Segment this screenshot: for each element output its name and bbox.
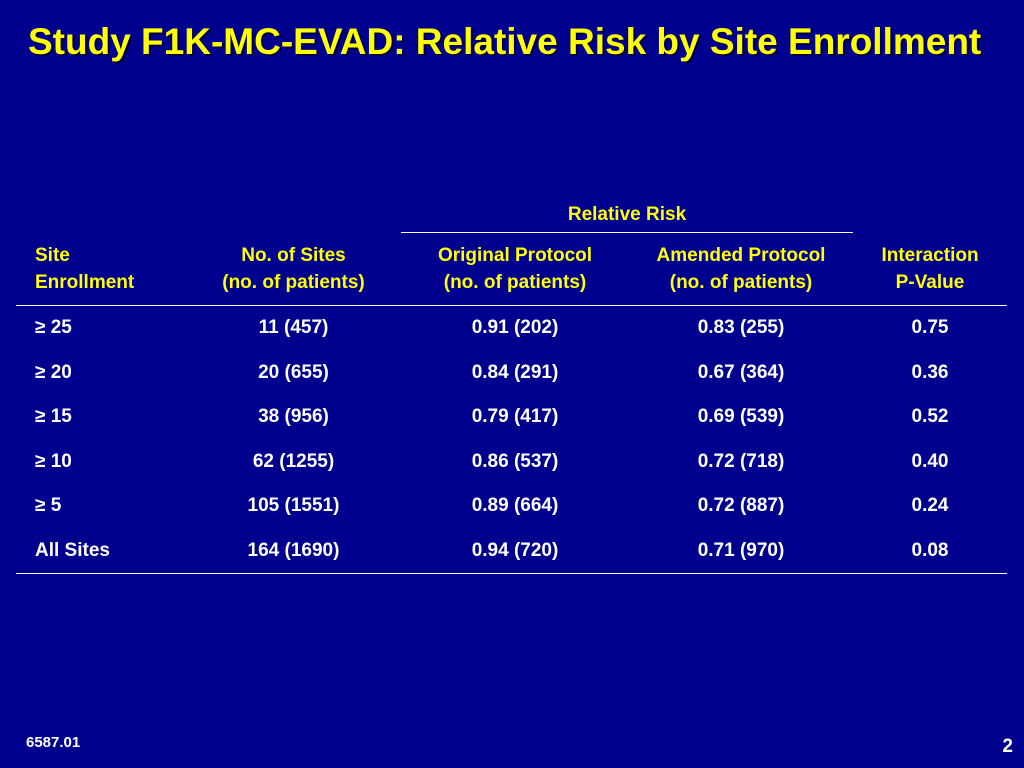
number-of-sites-cell: 105 (1551) [247,495,340,517]
relative-risk-table: Relative Risk Site Enrollment No. of Sit… [16,198,1007,574]
header-line: (no. of patients) [222,271,365,293]
header-line: Original Protocol [437,245,593,266]
original-protocol-cell: 0.91 (202) [471,317,559,339]
site-enrollment-cell: ≥ 20 [35,361,72,383]
header-line: (no. of patients) [669,272,813,293]
header-line: P-Value [895,271,965,293]
header-line: No. of Sites [241,244,346,266]
site-enrollment-cell: ≥ 5 [35,495,62,517]
table-row: ≥ 20 20 (655) 0.84 (291) 0.67 (364) 0.36 [16,351,1007,396]
number-of-sites-cell: 38 (956) [258,406,329,428]
empty-header-cell [186,198,401,233]
table-row: ≥ 25 11 (457) 0.91 (202) 0.83 (255) 0.75 [16,306,1007,351]
table-row: ≥ 5 105 (1551) 0.89 (664) 0.72 (887) 0.2… [16,484,1007,529]
amended-protocol-cell: 0.72 (887) [697,495,785,517]
original-protocol-cell: 0.79 (417) [471,406,559,428]
original-protocol-header: Original Protocol (no. of patients) [401,232,629,306]
interaction-p-value-header: Interaction P-Value [853,232,1007,306]
header-line: (no. of patients) [443,272,587,293]
amended-protocol-cell: 0.67 (364) [697,361,785,383]
empty-header-cell [16,198,186,233]
header-line: Site [35,244,70,266]
column-header-row: Site Enrollment No. of Sites (no. of pat… [16,232,1007,306]
interaction-p-value-cell: 0.36 [911,361,949,383]
group-header-row: Relative Risk [16,198,1007,233]
site-enrollment-header: Site Enrollment [16,232,186,306]
amended-protocol-cell: 0.83 (255) [697,317,785,339]
header-line: Interaction [881,244,979,266]
slide-footer-code: 6587.01 [26,734,81,751]
original-protocol-cell: 0.84 (291) [471,361,559,383]
header-line: Amended Protocol [656,245,826,266]
original-protocol-cell: 0.89 (664) [471,495,559,517]
empty-header-cell [853,198,1007,233]
relative-risk-table-region: Relative Risk Site Enrollment No. of Sit… [16,198,1007,574]
site-enrollment-cell: ≥ 25 [35,317,72,339]
amended-protocol-cell: 0.71 (970) [629,528,853,574]
slide-title: Study F1K-MC-EVAD: Relative Risk by Site… [28,21,982,62]
site-enrollment-cell: ≥ 10 [35,450,72,472]
number-of-sites-cell: 62 (1255) [252,450,335,472]
original-protocol-cell: 0.86 (537) [471,450,559,472]
amended-protocol-header: Amended Protocol (no. of patients) [629,232,853,306]
table-row: ≥ 10 62 (1255) 0.86 (537) 0.72 (718) 0.4… [16,440,1007,485]
interaction-p-value-cell: 0.24 [911,495,949,517]
table-row: All Sites 164 (1690) 0.94 (720) 0.71 (97… [16,528,1007,574]
number-of-sites-cell: 20 (655) [258,361,329,383]
interaction-p-value-cell: 0.08 [853,528,1007,574]
site-enrollment-cell: All Sites [16,528,186,574]
amended-protocol-cell: 0.69 (539) [697,406,785,428]
header-line: Enrollment [35,271,135,293]
number-of-sites-cell: 11 (457) [258,317,329,339]
interaction-p-value-cell: 0.75 [911,317,949,339]
table-row: ≥ 15 38 (956) 0.79 (417) 0.69 (539) 0.52 [16,395,1007,440]
page-number: 2 [1002,736,1013,757]
interaction-p-value-cell: 0.40 [911,450,949,472]
original-protocol-cell: 0.94 (720) [401,528,629,574]
site-enrollment-cell: ≥ 15 [35,406,72,428]
relative-risk-group-header: Relative Risk [401,198,853,233]
interaction-p-value-cell: 0.52 [911,406,949,428]
amended-protocol-cell: 0.72 (718) [697,450,785,472]
number-of-sites-cell: 164 (1690) [186,528,401,574]
number-of-sites-header: No. of Sites (no. of patients) [186,232,401,306]
